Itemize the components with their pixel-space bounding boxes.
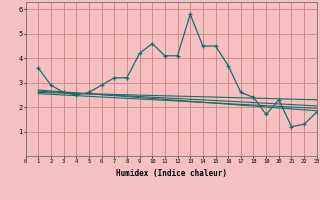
X-axis label: Humidex (Indice chaleur): Humidex (Indice chaleur) — [116, 169, 227, 178]
